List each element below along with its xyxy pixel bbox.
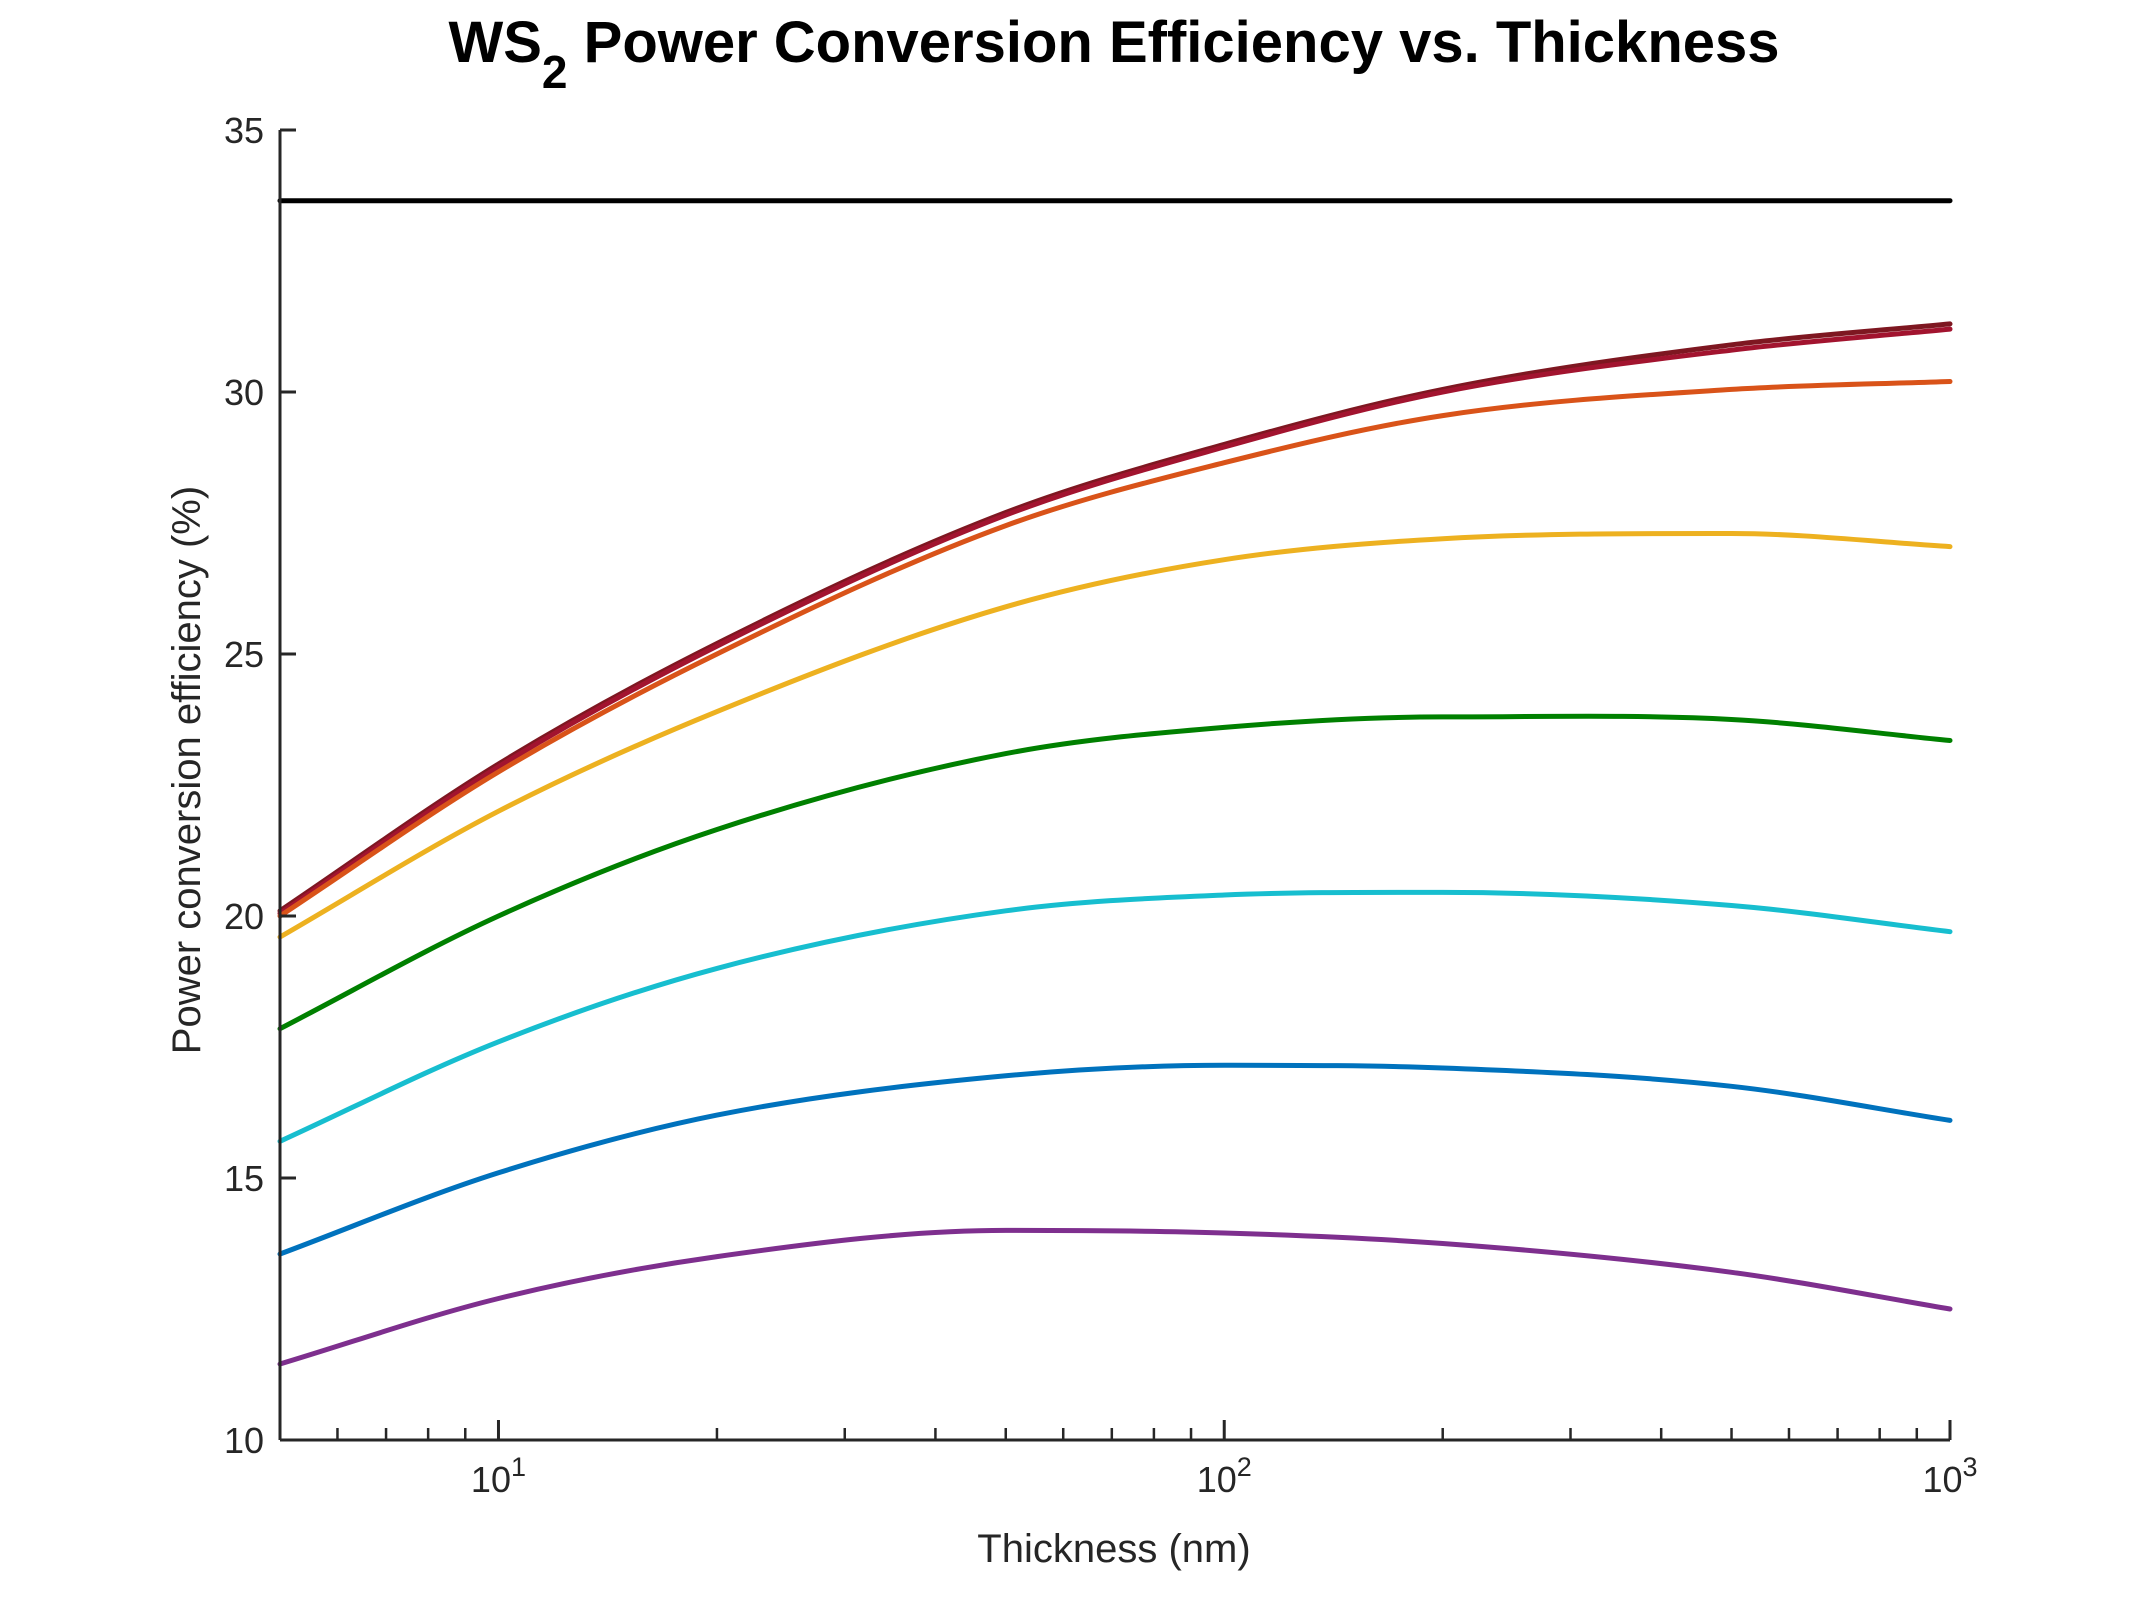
x-tick-exponent: 3 [1963, 1452, 1978, 1482]
y-tick-label: 30 [224, 372, 264, 413]
series-line-9 [277, 1227, 1953, 1367]
title-subscript: 2 [542, 46, 568, 98]
x-tick-base: 10 [1197, 1459, 1237, 1500]
y-tick-label: 35 [224, 110, 264, 151]
series-line-3 [277, 326, 1953, 916]
title-suffix: Power Conversion Efficiency vs. Thicknes… [568, 10, 1780, 75]
x-tick-label: 102 [1197, 1452, 1252, 1500]
series-line-5 [277, 530, 1953, 940]
x-tick-base: 10 [1922, 1459, 1962, 1500]
series-line-4 [277, 379, 1953, 919]
chart-title: WS2 Power Conversion Efficiency vs. Thic… [448, 10, 1779, 98]
series-line-6 [277, 713, 1953, 1032]
title-prefix: WS [448, 10, 541, 75]
y-axis-label: Power conversion efficiency (%) [165, 486, 209, 1054]
x-tick-label: 103 [1922, 1452, 1977, 1500]
y-tick-label: 10 [224, 1420, 264, 1461]
series-line-7 [277, 889, 1953, 1144]
x-tick-exponent: 1 [511, 1452, 526, 1482]
y-tick-label: 25 [224, 634, 264, 675]
x-tick-label: 101 [471, 1452, 526, 1500]
plot-series [277, 198, 1953, 1367]
x-tick-exponent: 2 [1237, 1452, 1252, 1482]
y-tick-label: 20 [224, 896, 264, 937]
series-line-2 [277, 321, 1953, 914]
y-tick-label: 15 [224, 1158, 264, 1199]
x-axis-label: Thickness (nm) [977, 1527, 1250, 1571]
series-line-8 [277, 1062, 1953, 1257]
x-tick-base: 10 [471, 1459, 511, 1500]
